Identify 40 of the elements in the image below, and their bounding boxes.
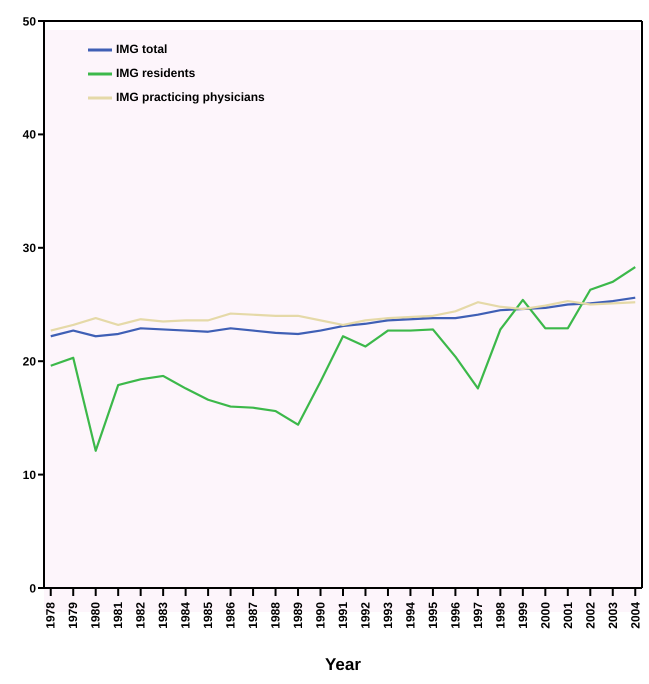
x-tick-label: 1995 bbox=[426, 602, 440, 629]
line-series bbox=[50, 266, 636, 452]
y-tick-label: 10 bbox=[22, 468, 36, 482]
y-tick-label: 50 bbox=[22, 14, 36, 28]
x-tick-label: 1981 bbox=[111, 602, 126, 629]
x-tick-label: 1991 bbox=[336, 602, 350, 629]
x-tick-label: 1978 bbox=[44, 602, 58, 629]
x-tick-label: 2003 bbox=[606, 602, 620, 629]
x-tick-label: 1982 bbox=[134, 602, 148, 629]
x-tick-label: 1999 bbox=[516, 602, 530, 629]
x-tick-label: 2000 bbox=[538, 602, 552, 629]
x-tick-label: 1979 bbox=[66, 602, 80, 629]
x-tick-label: 1986 bbox=[224, 602, 238, 629]
y-tick-label: 20 bbox=[22, 354, 36, 368]
legend-label: IMG residents bbox=[116, 66, 196, 80]
legend-label: IMG total bbox=[116, 42, 168, 56]
x-tick-label: 1998 bbox=[493, 602, 508, 629]
x-tick-label: 2001 bbox=[560, 602, 575, 629]
x-tick-label: 1987 bbox=[246, 602, 260, 629]
x-axis-title: Year bbox=[325, 655, 362, 674]
x-tick-label: 1990 bbox=[314, 602, 328, 629]
x-tick-label: 1992 bbox=[358, 602, 372, 629]
y-tick-label: 30 bbox=[22, 241, 36, 256]
x-tick-label: 1994 bbox=[403, 602, 418, 629]
y-tick-label: 40 bbox=[22, 128, 36, 142]
x-tick-label: 1993 bbox=[380, 602, 395, 629]
x-tick-label: 1988 bbox=[268, 602, 283, 629]
x-tick-label: 2004 bbox=[628, 602, 642, 629]
line-series bbox=[50, 296, 636, 338]
x-tick-label: 1997 bbox=[470, 602, 485, 629]
x-tick-label: 1989 bbox=[291, 602, 306, 629]
legend-label: IMG practicing physicians bbox=[116, 90, 265, 104]
x-tick-label: 2002 bbox=[583, 602, 598, 629]
y-tick-label: 0 bbox=[29, 581, 36, 596]
x-tick-label: 1996 bbox=[448, 602, 462, 629]
x-tick-label: 1980 bbox=[88, 602, 103, 629]
line-series bbox=[50, 300, 636, 332]
x-tick-label: 1984 bbox=[178, 602, 193, 629]
x-tick-label: 1985 bbox=[201, 602, 216, 629]
x-tick-label: 1983 bbox=[156, 602, 170, 629]
